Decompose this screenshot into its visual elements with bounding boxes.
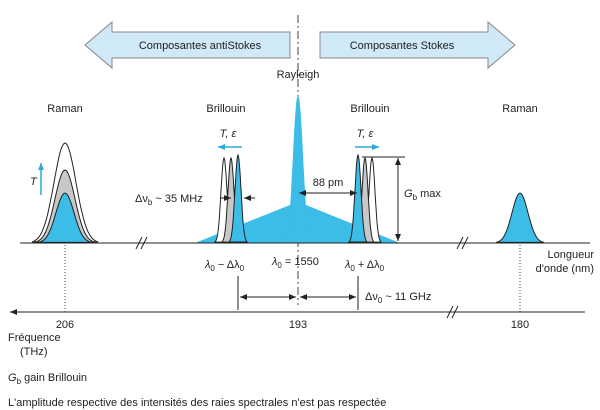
frequency-tick: 180 bbox=[511, 319, 529, 331]
peak-label: Brillouin bbox=[350, 103, 389, 115]
frequency-tick: 206 bbox=[56, 319, 74, 331]
arrow-label: Composantes antiStokes bbox=[139, 40, 262, 52]
arrow-label: Composantes Stokes bbox=[350, 40, 455, 52]
peak-label: Raman bbox=[47, 103, 82, 115]
frequency-axis-label: (THz) bbox=[20, 346, 48, 358]
spectral-peak bbox=[227, 153, 249, 243]
shift-label: T, ε bbox=[220, 128, 237, 140]
lambda-label: λ0 + Δλ0 bbox=[344, 259, 385, 273]
spectral-peak bbox=[283, 95, 313, 242]
freq-spacing-label: Δν0 ~ 11 GHz bbox=[365, 291, 431, 305]
stokes-arrow bbox=[319, 20, 516, 70]
frequency-axis-label: Fréquence bbox=[8, 332, 61, 344]
lambda-label: λ0 = 1550 bbox=[271, 256, 319, 270]
lambda-label: λ0 − Δλ0 bbox=[204, 259, 245, 273]
legend: Gb gain Brillouin bbox=[8, 372, 87, 386]
temperature-label: T bbox=[30, 176, 38, 188]
axis-break bbox=[135, 236, 469, 250]
linewidth-label: Δνb ~ 35 MHz bbox=[135, 193, 203, 207]
wavelength-axis-label: Longueur bbox=[548, 249, 595, 261]
rayleigh-label: Rayleigh bbox=[277, 69, 320, 81]
antistokes-arrow bbox=[84, 20, 291, 70]
wavelength-axis-label: d'onde (nm) bbox=[536, 263, 594, 275]
spectral-peak bbox=[37, 192, 93, 243]
note: L'amplitude respective des intensités de… bbox=[8, 397, 386, 409]
spectral-peak bbox=[347, 153, 369, 243]
axis-break bbox=[446, 305, 459, 319]
gb-max-label: Gb max bbox=[404, 188, 441, 202]
peak-label: Raman bbox=[502, 103, 537, 115]
spacing-label: 88 pm bbox=[313, 177, 344, 189]
shift-label: T, ε bbox=[357, 128, 374, 140]
frequency-tick: 193 bbox=[289, 319, 307, 331]
peak-label: Brillouin bbox=[206, 103, 245, 115]
spectral-peak bbox=[495, 192, 545, 243]
